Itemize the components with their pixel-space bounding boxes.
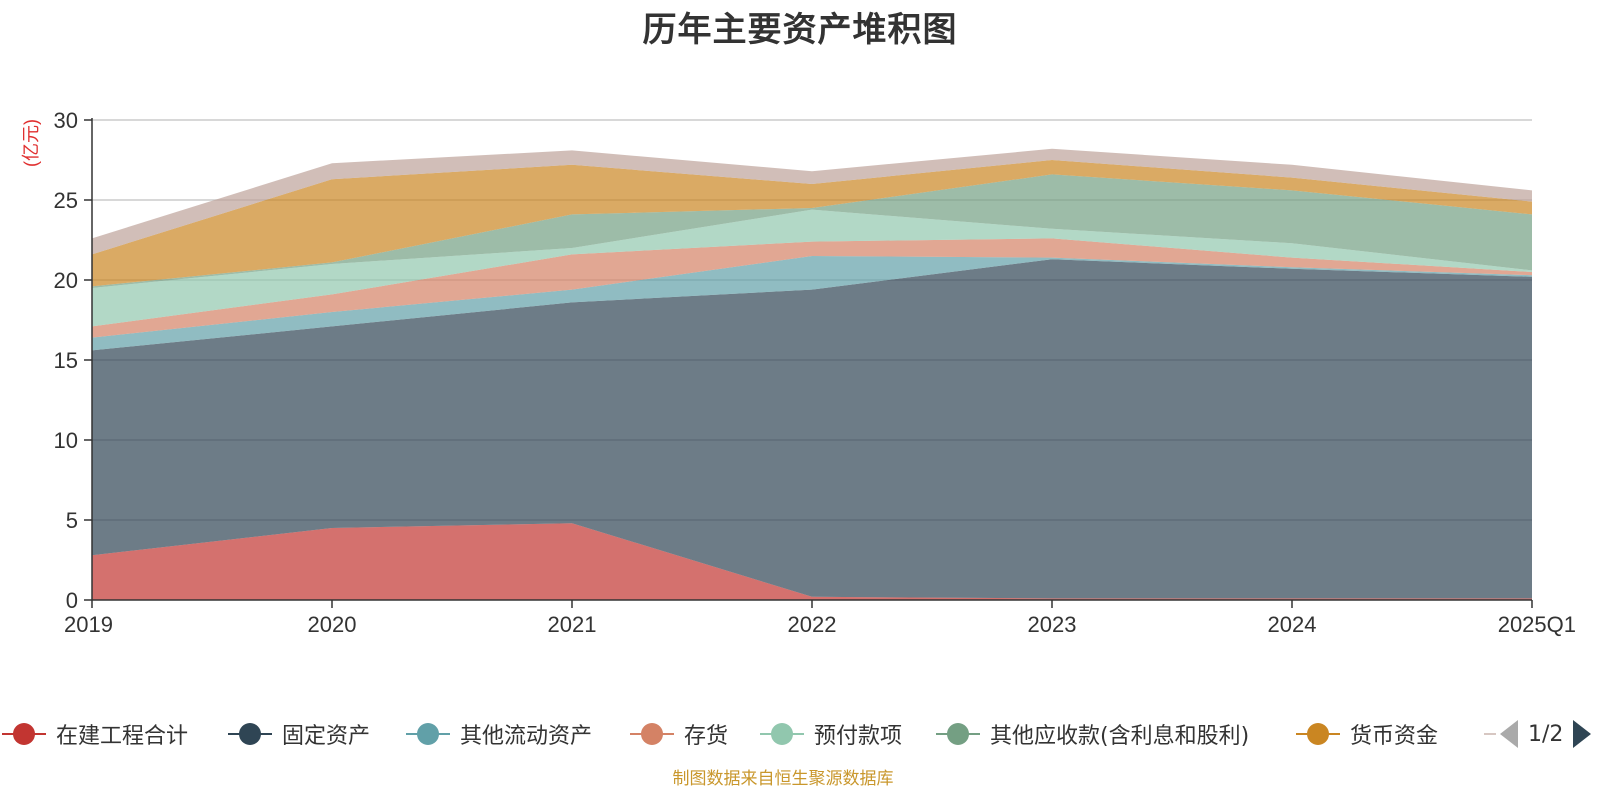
legend-marker-icon (0, 716, 48, 752)
y-tick-label: 25 (54, 188, 78, 213)
y-tick-label: 0 (66, 588, 78, 613)
legend-marker-icon (1466, 716, 1514, 752)
legend-pager: 1/2 (1500, 716, 1592, 752)
area-series-5[interactable] (92, 174, 1532, 288)
area-series-4[interactable] (92, 209, 1532, 327)
legend-marker-icon (1294, 716, 1342, 752)
legend-item-7[interactable] (1466, 716, 1514, 752)
y-axis-unit-label: (亿元) (21, 119, 41, 167)
chart-title: 历年主要资产堆积图 (642, 10, 958, 50)
x-tick-label: 2025Q1 (1498, 612, 1576, 637)
chart-legend: 在建工程合计 固定资产 其他流动资产 存货 预付款项 其他应收款(含利息和股利) 货币资金 (0, 716, 1600, 752)
legend-label: 其他应收款(含利息和股利) (990, 724, 1250, 749)
y-tick-label: 20 (54, 268, 78, 293)
legend-label: 其他流动资产 (460, 724, 593, 749)
area-series-2[interactable] (92, 256, 1532, 351)
legend-item-4[interactable]: 预付款项 (758, 716, 902, 752)
x-tick-label: 2024 (1268, 612, 1317, 637)
legend-label: 货币资金 (1350, 724, 1439, 749)
x-tick-label: 2021 (548, 612, 597, 637)
legend-label: 固定资产 (282, 724, 371, 749)
legend-item-1[interactable]: 固定资产 (226, 716, 370, 752)
x-tick-label: 2023 (1028, 612, 1077, 637)
legend-marker-icon (934, 716, 982, 752)
legend-item-0[interactable]: 在建工程合计 (0, 716, 188, 752)
legend-marker-icon (758, 716, 806, 752)
x-tick-label: 2019 (64, 612, 113, 637)
legend-item-5[interactable]: 其他应收款(含利息和股利) (934, 716, 1249, 752)
legend-label: 预付款项 (814, 724, 903, 749)
y-tick-label: 30 (54, 108, 78, 133)
y-tick-label: 5 (66, 508, 78, 533)
source-note: 制图数据来自恒生聚源数据库 (672, 769, 894, 789)
area-series-3[interactable] (92, 238, 1532, 338)
legend-item-3[interactable]: 存货 (628, 716, 728, 752)
area-series-6[interactable] (92, 160, 1532, 287)
legend-prev-page-button[interactable] (1500, 720, 1518, 748)
stacked-area-chart: 0 5 10 15 20 25 30 2019 2020 2021 2022 2023 2024 2025… (21, 108, 1576, 637)
area-series-layer (92, 148, 1532, 600)
legend-marker-icon (404, 716, 452, 752)
legend-label: 存货 (684, 724, 729, 749)
legend-page-indicator: 1/2 (1528, 721, 1564, 747)
legend-label: 在建工程合计 (56, 724, 189, 749)
legend-next-page-button[interactable] (1573, 720, 1592, 748)
area-series-0[interactable] (92, 523, 1532, 600)
legend-item-6[interactable]: 货币资金 (1294, 716, 1438, 752)
legend-item-2[interactable]: 其他流动资产 (404, 716, 592, 752)
legend-marker-icon (226, 716, 274, 752)
y-tick-label: 10 (54, 428, 78, 453)
area-series-1[interactable] (92, 259, 1532, 599)
x-tick-label: 2020 (308, 612, 357, 637)
x-tick-label: 2022 (788, 612, 837, 637)
y-tick-label: 15 (54, 348, 78, 373)
axes: 0 5 10 15 20 25 30 2019 2020 2021 2022 2023 2024 2025… (54, 108, 1576, 637)
legend-marker-icon (628, 716, 676, 752)
